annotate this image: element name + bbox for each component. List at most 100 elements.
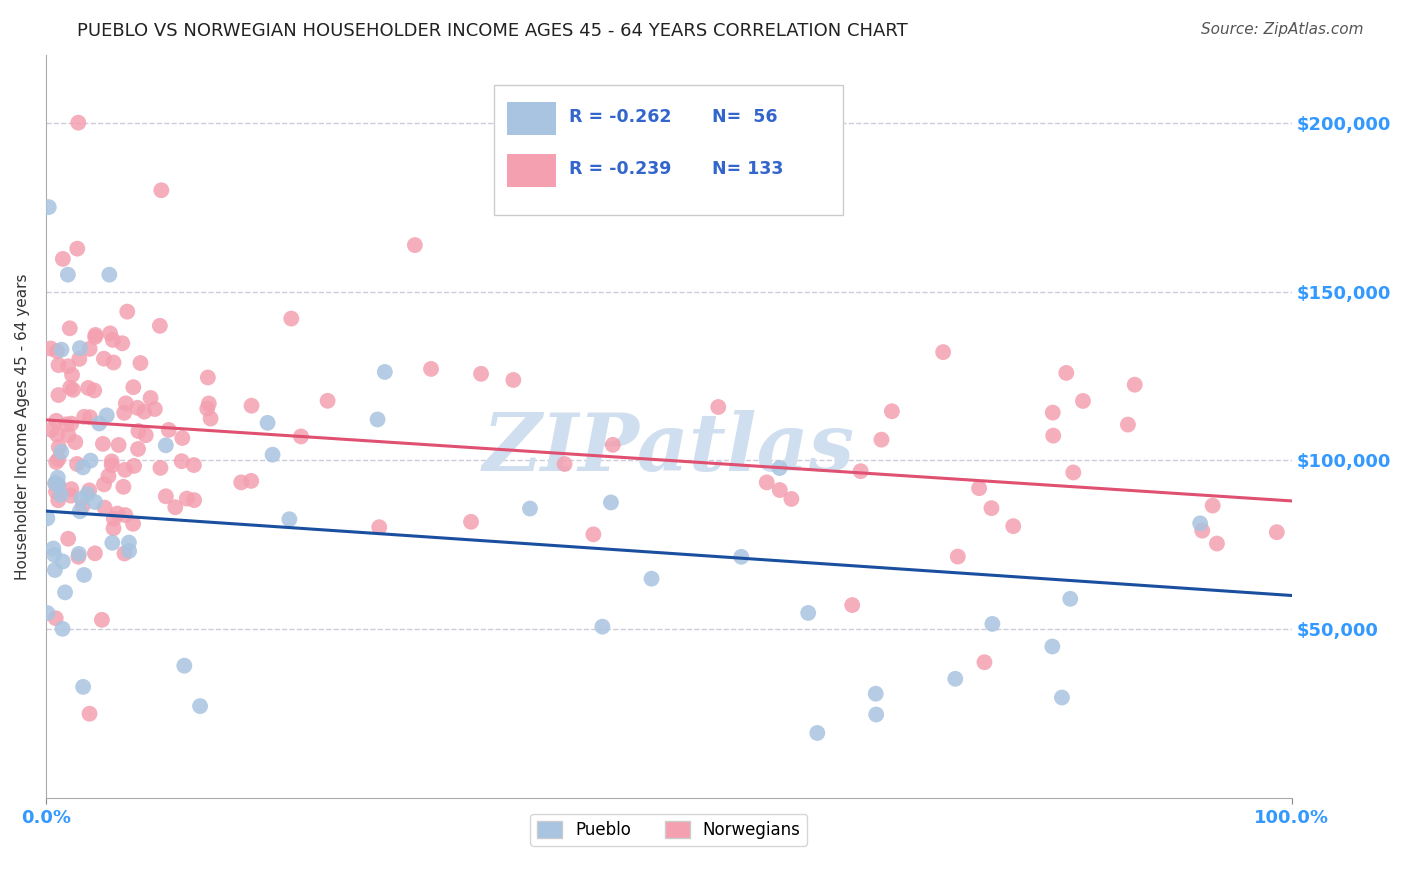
Point bbox=[67, 547, 90, 561]
Point bbox=[67, 116, 90, 130]
Point bbox=[470, 367, 492, 381]
Point bbox=[73, 568, 96, 582]
Point bbox=[129, 356, 152, 370]
Point bbox=[117, 304, 139, 318]
Point bbox=[1042, 406, 1064, 420]
Point bbox=[135, 428, 157, 442]
Point bbox=[769, 483, 792, 497]
Point bbox=[932, 345, 955, 359]
Point bbox=[278, 512, 301, 526]
Point bbox=[48, 388, 70, 402]
Point bbox=[118, 535, 141, 549]
Point bbox=[79, 410, 101, 425]
Point bbox=[72, 500, 94, 514]
Point bbox=[37, 606, 59, 620]
Point bbox=[103, 355, 125, 369]
Point bbox=[316, 393, 339, 408]
Point bbox=[1059, 591, 1081, 606]
Point bbox=[200, 411, 222, 425]
Point bbox=[114, 547, 136, 561]
Point bbox=[240, 474, 263, 488]
FancyBboxPatch shape bbox=[508, 154, 555, 186]
Point bbox=[149, 318, 172, 333]
Point bbox=[404, 238, 426, 252]
Point bbox=[84, 546, 107, 560]
Point bbox=[56, 268, 79, 282]
Point bbox=[100, 454, 122, 468]
Point bbox=[1071, 394, 1094, 409]
Point bbox=[66, 242, 89, 256]
Point bbox=[46, 344, 69, 359]
Point bbox=[67, 549, 90, 564]
Point bbox=[1054, 366, 1077, 380]
Point bbox=[157, 423, 180, 437]
Point bbox=[172, 431, 194, 445]
Point bbox=[943, 672, 966, 686]
Point bbox=[1042, 428, 1064, 442]
Point bbox=[591, 620, 613, 634]
Point bbox=[84, 327, 107, 342]
Point bbox=[60, 482, 83, 496]
Point bbox=[134, 404, 156, 418]
FancyBboxPatch shape bbox=[508, 102, 555, 135]
Point bbox=[55, 417, 77, 432]
Point bbox=[797, 606, 820, 620]
Point bbox=[183, 458, 205, 472]
Point bbox=[48, 358, 70, 372]
Point bbox=[865, 687, 887, 701]
Point bbox=[76, 487, 98, 501]
Point bbox=[38, 200, 60, 214]
Point bbox=[84, 495, 107, 509]
Text: R = -0.262: R = -0.262 bbox=[569, 108, 672, 126]
Point bbox=[849, 464, 872, 478]
Point bbox=[98, 268, 121, 282]
Point bbox=[93, 500, 115, 515]
Point bbox=[368, 520, 391, 534]
Point bbox=[46, 470, 69, 484]
Point bbox=[105, 507, 128, 521]
Point bbox=[155, 438, 177, 452]
Point bbox=[111, 336, 134, 351]
Point bbox=[48, 452, 70, 467]
Text: N= 133: N= 133 bbox=[713, 160, 785, 178]
Point bbox=[981, 616, 1004, 631]
Text: PUEBLO VS NORWEGIAN HOUSEHOLDER INCOME AGES 45 - 64 YEARS CORRELATION CHART: PUEBLO VS NORWEGIAN HOUSEHOLDER INCOME A… bbox=[77, 22, 908, 40]
Point bbox=[143, 402, 166, 417]
Point bbox=[73, 409, 96, 424]
Point bbox=[69, 341, 91, 355]
Point bbox=[290, 429, 312, 443]
Point bbox=[52, 554, 75, 568]
Point bbox=[374, 365, 396, 379]
Point bbox=[77, 381, 100, 395]
Point bbox=[1206, 536, 1229, 550]
Point bbox=[44, 563, 66, 577]
Text: Source: ZipAtlas.com: Source: ZipAtlas.com bbox=[1201, 22, 1364, 37]
Point bbox=[83, 384, 105, 398]
Point bbox=[707, 400, 730, 414]
Point bbox=[768, 461, 790, 475]
Point bbox=[170, 454, 193, 468]
Point bbox=[780, 491, 803, 506]
Point bbox=[62, 383, 84, 397]
Point bbox=[240, 399, 263, 413]
Point bbox=[1123, 377, 1146, 392]
Point bbox=[502, 373, 524, 387]
Point bbox=[122, 458, 145, 473]
Point bbox=[46, 478, 69, 492]
Point bbox=[101, 333, 124, 347]
Point bbox=[98, 326, 121, 341]
Point bbox=[93, 351, 115, 366]
Point bbox=[880, 404, 903, 418]
Point bbox=[602, 438, 624, 452]
Point bbox=[841, 598, 863, 612]
Point bbox=[65, 435, 87, 450]
Point bbox=[582, 527, 605, 541]
Point bbox=[72, 460, 94, 475]
Point bbox=[1116, 417, 1139, 432]
Point bbox=[51, 622, 73, 636]
Point bbox=[48, 440, 70, 454]
Point bbox=[59, 321, 82, 335]
Point bbox=[173, 658, 195, 673]
Point bbox=[103, 521, 125, 535]
Point bbox=[519, 501, 541, 516]
